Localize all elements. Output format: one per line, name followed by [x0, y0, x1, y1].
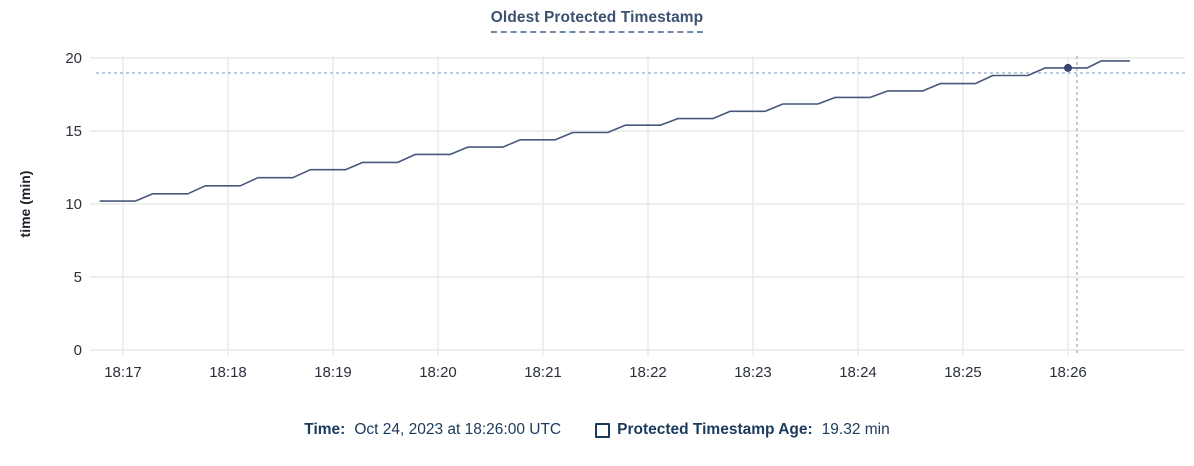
y-tick-label: 0	[74, 342, 82, 359]
x-tick-label: 18:21	[524, 364, 562, 381]
series-checkbox-icon[interactable]	[595, 422, 611, 438]
chart-legend: Time: Oct 24, 2023 at 18:26:00 UTC Prote…	[0, 416, 1194, 444]
y-axis-title: time (min)	[17, 171, 33, 238]
x-tick-label: 18:24	[839, 364, 877, 381]
y-tick-label: 5	[74, 269, 82, 286]
chart-svg[interactable]: 18:17 18:18 18:19 18:20 18:21 18:22 18:23 18:24…	[0, 40, 1194, 412]
x-tick-label: 18:26	[1049, 364, 1087, 381]
x-tick-label: 18:22	[629, 364, 667, 381]
y-tick-label: 10	[65, 196, 82, 213]
x-tick-label: 18:23	[734, 364, 772, 381]
x-tick-label: 18:25	[944, 364, 982, 381]
chart-title-row: Oldest Protected Timestamp	[0, 9, 1194, 33]
x-tick-label: 18:18	[209, 364, 247, 381]
y-tick-label: 15	[65, 123, 82, 140]
series-value: 19.32 min	[821, 421, 890, 438]
y-tick-label: 20	[65, 50, 82, 67]
crosshair-dot	[1064, 63, 1072, 72]
time-label: Time:	[304, 421, 346, 438]
chart-title[interactable]: Oldest Protected Timestamp	[490, 9, 704, 33]
x-tick-label: 18:19	[314, 364, 352, 381]
x-tick-label: 18:17	[104, 364, 142, 381]
series-label[interactable]: Protected Timestamp Age:	[617, 421, 813, 438]
time-value: Oct 24, 2023 at 18:26:00 UTC	[354, 421, 562, 438]
series-line	[99, 60, 1131, 202]
x-tick-label: 18:20	[419, 364, 457, 381]
